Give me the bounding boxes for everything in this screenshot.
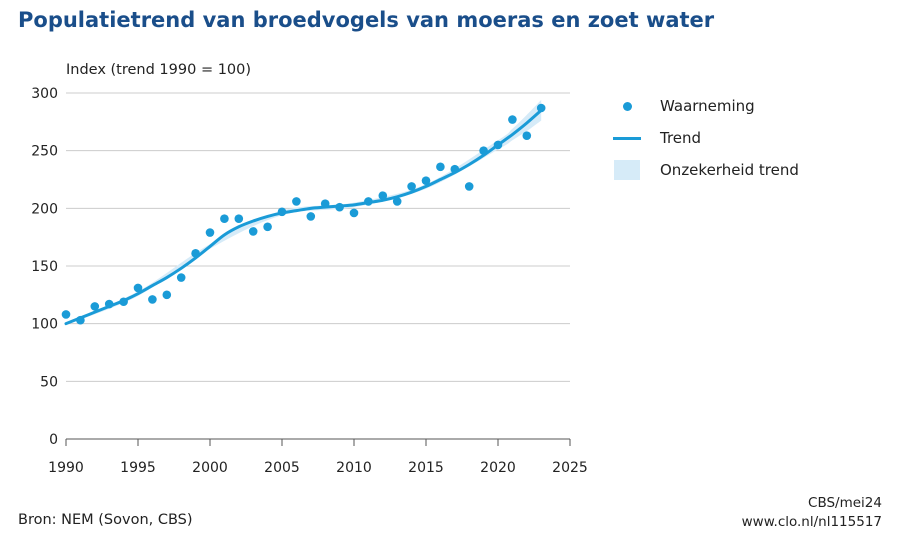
- legend-label-observation: Waarneming: [660, 97, 755, 115]
- observation-point: [320, 199, 330, 209]
- x-tick-label: 2020: [480, 460, 516, 476]
- observation-point: [335, 202, 344, 212]
- observation-point: [378, 191, 388, 200]
- observation-point: [234, 214, 244, 224]
- observation-point: [479, 146, 488, 155]
- observation-point: [104, 299, 114, 309]
- y-tick-label: 150: [31, 259, 58, 275]
- trend-line: [64, 108, 543, 326]
- legend: Waarneming Trend Onzekerheid trend: [612, 90, 799, 186]
- observation-point: [277, 207, 287, 217]
- observation-point: [464, 182, 474, 191]
- observation-point: [407, 182, 416, 191]
- credit-block: CBS/mei24 www.clo.nl/nl115517: [742, 494, 882, 532]
- source-note: Bron: NEM (Sovon, CBS): [18, 512, 193, 528]
- legend-label-uncertainty: Onzekerheid trend: [660, 161, 799, 179]
- observation-points: [61, 103, 546, 325]
- observation-point: [436, 162, 445, 172]
- observation-point: [119, 297, 128, 307]
- y-axis-label: Index (trend 1990 = 100): [66, 62, 252, 78]
- observation-point: [364, 197, 373, 206]
- observation-point: [292, 197, 301, 206]
- observation-point: [248, 227, 258, 236]
- band-icon: [612, 160, 642, 180]
- observation-point: [162, 290, 172, 300]
- x-tick-labels: 1990 1995 2000 2005 2010 2015 2020 2025: [48, 460, 588, 476]
- observation-point: [493, 140, 503, 150]
- dot-icon: [612, 96, 642, 116]
- observation-point: [220, 214, 229, 224]
- legend-item-observation: Waarneming: [612, 90, 799, 122]
- observation-point: [508, 115, 517, 124]
- observation-point: [349, 208, 359, 218]
- observation-point: [148, 295, 157, 304]
- observation-point: [133, 283, 143, 293]
- observation-point: [306, 212, 316, 221]
- observation-point: [421, 176, 431, 185]
- observation-point: [522, 131, 532, 140]
- line-icon: [612, 128, 642, 148]
- source-url: www.clo.nl/nl115517: [741, 514, 882, 530]
- observation-point: [450, 164, 460, 174]
- x-tick-label: 2010: [336, 460, 372, 476]
- y-tick-label: 0: [49, 432, 58, 448]
- x-tick-label: 2025: [552, 460, 588, 476]
- x-tick-label: 1995: [120, 460, 156, 476]
- observation-point: [61, 310, 71, 319]
- observation-point: [205, 228, 215, 237]
- observation-point: [392, 197, 402, 206]
- x-axis: [65, 438, 571, 446]
- credit-text: CBS/mei24: [808, 495, 882, 511]
- y-tick-labels: 0 50 100 150 200 250 300: [31, 86, 58, 448]
- chart-title: Populatietrend van broedvogels van moera…: [18, 8, 715, 32]
- observation-point: [90, 302, 100, 311]
- y-tick-label: 250: [31, 144, 58, 160]
- y-tick-label: 200: [31, 201, 58, 217]
- y-tick-label: 300: [31, 86, 58, 102]
- legend-item-uncertainty: Onzekerheid trend: [612, 154, 799, 186]
- legend-item-trend: Trend: [612, 122, 799, 154]
- y-tick-label: 100: [31, 317, 58, 333]
- legend-label-trend: Trend: [660, 129, 702, 147]
- observation-point: [176, 273, 186, 282]
- y-tick-label: 50: [40, 374, 58, 390]
- x-tick-label: 2015: [408, 460, 444, 476]
- trend-line-group: [64, 108, 543, 326]
- observation-point: [536, 103, 546, 113]
- observation-point: [263, 222, 272, 232]
- gridlines: [66, 92, 570, 382]
- x-tick-label: 2005: [264, 460, 300, 476]
- observation-point: [191, 249, 200, 258]
- observation-point: [76, 315, 85, 325]
- x-tick-label: 2000: [192, 460, 228, 476]
- x-tick-label: 1990: [48, 460, 84, 476]
